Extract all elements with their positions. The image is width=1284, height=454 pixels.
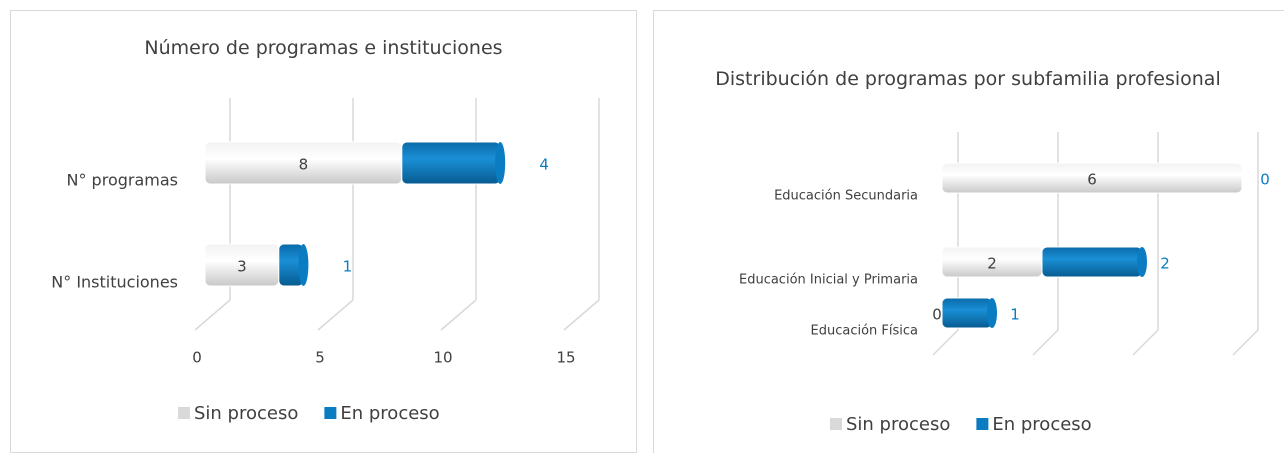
category-label: Educación Inicial y Primaria	[739, 273, 918, 288]
legend-swatch	[976, 418, 989, 430]
legend-label: Sin proceso	[846, 414, 950, 435]
chart-title: Distribución de programas por subfamilia…	[715, 68, 1221, 90]
grid-line	[440, 299, 477, 331]
bar-cap	[298, 244, 309, 286]
data-label: 6	[1087, 171, 1097, 189]
grid-line	[563, 299, 600, 331]
chart-panel	[10, 10, 637, 453]
x-tick-label: 0	[192, 349, 202, 367]
grid-line	[317, 299, 354, 331]
data-label: 1	[343, 258, 353, 276]
bar-cap	[1137, 247, 1147, 277]
grid-line	[194, 299, 231, 331]
legend-swatch	[830, 418, 842, 430]
bar-cap	[987, 298, 997, 328]
grid-line	[1032, 329, 1059, 356]
data-label: 8	[299, 156, 309, 174]
bar-cap	[495, 142, 506, 184]
data-label: 1	[1010, 306, 1020, 324]
grid-line	[1232, 329, 1259, 356]
bar	[401, 141, 501, 185]
x-tick-label: 5	[315, 349, 325, 367]
legend-swatch	[324, 407, 337, 419]
x-tick-label: 10	[433, 349, 452, 367]
legend-label: En proceso	[992, 414, 1091, 435]
bar	[941, 162, 1243, 194]
chart-title: Número de programas e instituciones	[144, 37, 503, 59]
bar	[1041, 246, 1143, 278]
bar	[941, 297, 993, 329]
data-label: 4	[539, 156, 549, 174]
data-label: 2	[1160, 255, 1170, 273]
category-label: Educación Secundaria	[774, 189, 918, 204]
data-label: 0	[1260, 171, 1270, 189]
data-label: 3	[237, 258, 247, 276]
chart-panel	[653, 10, 1284, 453]
grid-line	[932, 329, 959, 356]
category-label: Educación Física	[811, 324, 919, 339]
data-label: 2	[987, 255, 997, 273]
x-tick-label: 15	[556, 349, 575, 367]
legend-label: En proceso	[340, 403, 439, 424]
category-label: N° Instituciones	[51, 273, 178, 292]
legend-swatch	[178, 407, 190, 419]
grid-line	[1132, 329, 1159, 356]
category-label: N° programas	[67, 171, 179, 190]
data-label: 0	[932, 306, 942, 324]
legend-label: Sin proceso	[194, 403, 298, 424]
